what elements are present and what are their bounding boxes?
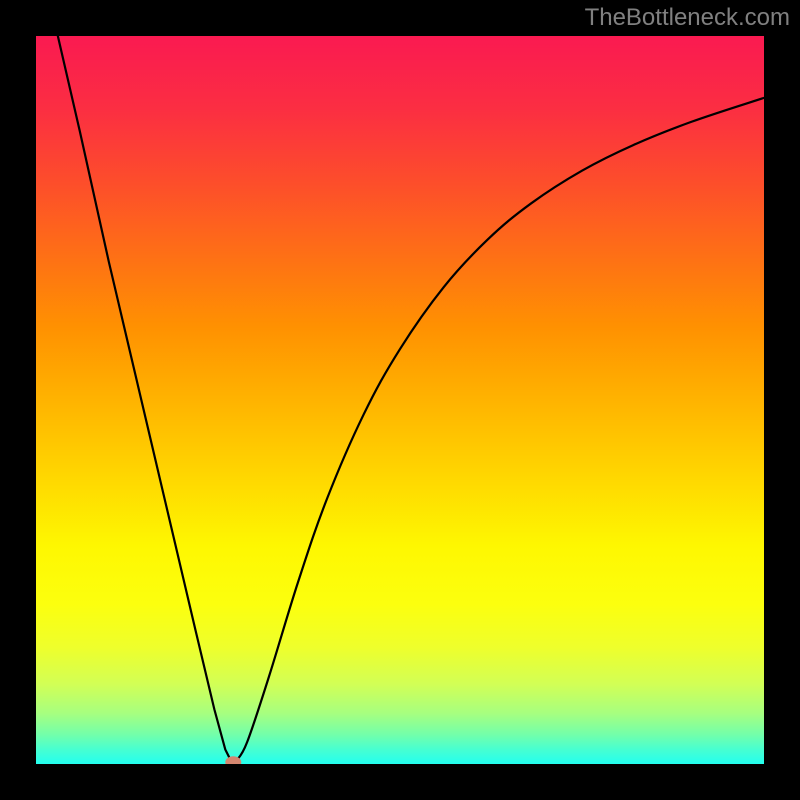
chart-svg [36, 36, 764, 764]
watermark-text: TheBottleneck.com [575, 0, 800, 36]
gradient-background [36, 36, 764, 764]
plot-area [36, 36, 764, 764]
chart-container: TheBottleneck.com [0, 0, 800, 800]
